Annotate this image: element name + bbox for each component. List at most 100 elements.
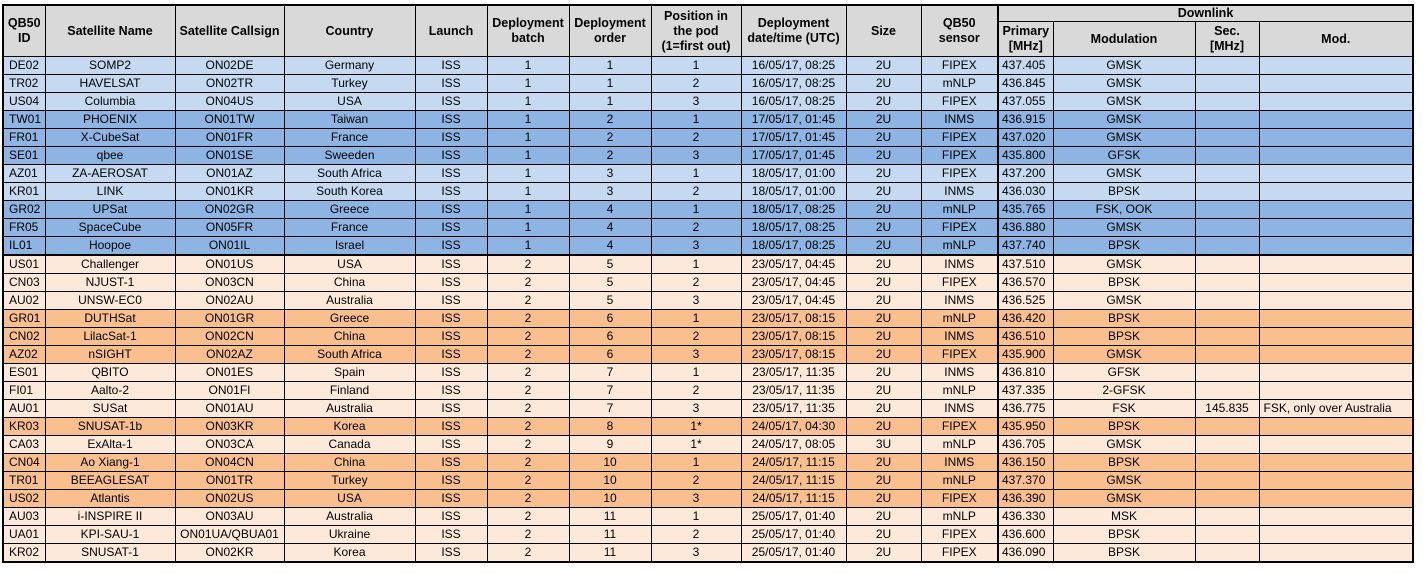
size-cell: 2U — [845, 236, 922, 256]
position-cell: 1 — [650, 309, 742, 328]
table-row: GR01 DUTHSat ON01GR Greece ISS 2 6 1 23/05/17, 0… — [2, 309, 1414, 328]
datetime-cell: 17/05/17, 01:45 — [740, 146, 847, 165]
secondary-modulation-cell — [1258, 471, 1414, 490]
secondary-modulation-cell — [1258, 435, 1414, 454]
header-satellite-callsign: Satellite Callsign — [174, 4, 285, 57]
batch-cell: 2 — [486, 471, 570, 490]
datetime-cell: 25/05/17, 01:40 — [740, 507, 847, 526]
secondary-frequency-cell — [1194, 381, 1260, 400]
secondary-frequency-cell — [1194, 453, 1260, 472]
launch-cell: ISS — [414, 56, 488, 75]
id-cell: IL01 — [2, 236, 46, 256]
secondary-modulation-cell — [1258, 345, 1414, 364]
id-cell: US04 — [2, 92, 46, 111]
satellite-name-cell: Ao Xiang-1 — [44, 453, 176, 472]
position-cell: 1 — [650, 164, 742, 183]
callsign-cell: ON04US — [174, 92, 285, 111]
datetime-cell: 23/05/17, 08:15 — [740, 345, 847, 364]
secondary-frequency-cell — [1194, 345, 1260, 364]
callsign-cell: ON01SE — [174, 146, 285, 165]
secondary-frequency-cell — [1194, 92, 1260, 111]
datetime-cell: 18/05/17, 08:25 — [740, 200, 847, 219]
size-cell: 2U — [845, 254, 922, 274]
satellite-name-cell: Atlantis — [44, 489, 176, 508]
sensor-cell: FIPEX — [920, 128, 999, 147]
id-cell: SE01 — [2, 146, 46, 165]
country-cell: USA — [283, 92, 416, 111]
size-cell: 2U — [845, 543, 922, 563]
country-cell: Australia — [283, 291, 416, 310]
datetime-cell: 16/05/17, 08:25 — [740, 56, 847, 75]
sensor-cell: FIPEX — [920, 417, 999, 436]
launch-cell: ISS — [414, 327, 488, 346]
batch-cell: 2 — [486, 489, 570, 508]
batch-cell: 2 — [486, 399, 570, 418]
size-cell: 2U — [845, 381, 922, 400]
size-cell: 2U — [845, 218, 922, 237]
satellite-name-cell: SpaceCube — [44, 218, 176, 237]
secondary-modulation-cell — [1258, 525, 1414, 544]
datetime-cell: 18/05/17, 01:00 — [740, 182, 847, 201]
secondary-modulation-cell — [1258, 254, 1414, 274]
primary-frequency-cell: 436.705 — [997, 435, 1054, 454]
order-cell: 6 — [568, 327, 652, 346]
launch-cell: ISS — [414, 543, 488, 563]
callsign-cell: ON04CN — [174, 453, 285, 472]
satellite-name-cell: Hoopoe — [44, 236, 176, 256]
primary-frequency-cell: 436.090 — [997, 543, 1054, 563]
size-cell: 2U — [845, 92, 922, 111]
datetime-cell: 16/05/17, 08:25 — [740, 92, 847, 111]
batch-cell: 2 — [486, 507, 570, 526]
launch-cell: ISS — [414, 507, 488, 526]
secondary-frequency-cell — [1194, 507, 1260, 526]
position-cell: 1 — [650, 200, 742, 219]
country-cell: China — [283, 273, 416, 292]
datetime-cell: 23/05/17, 04:45 — [740, 291, 847, 310]
country-cell: Taiwan — [283, 110, 416, 129]
id-cell: CA03 — [2, 435, 46, 454]
primary-frequency-cell: 437.020 — [997, 128, 1054, 147]
launch-cell: ISS — [414, 525, 488, 544]
country-cell: Finland — [283, 381, 416, 400]
callsign-cell: ON01FI — [174, 381, 285, 400]
id-cell: US01 — [2, 254, 46, 274]
id-cell: FI01 — [2, 381, 46, 400]
table-row: SE01 qbee ON01SE Sweeden ISS 1 2 3 17/05/17, 01:… — [2, 146, 1414, 165]
callsign-cell: ON02AZ — [174, 345, 285, 364]
modulation-cell: GMSK — [1052, 128, 1196, 147]
callsign-cell: ON01US — [174, 254, 285, 274]
batch-cell: 2 — [486, 543, 570, 563]
table-row: KR03 SNUSAT-1b ON03KR Korea ISS 2 8 1* 24/05/17,… — [2, 417, 1414, 436]
primary-frequency-cell: 436.915 — [997, 110, 1054, 129]
sensor-cell: FIPEX — [920, 273, 999, 292]
secondary-modulation-cell — [1258, 56, 1414, 75]
country-cell: South Korea — [283, 182, 416, 201]
table-row: TR02 HAVELSAT ON02TR Turkey ISS 1 1 2 16/05/17, … — [2, 74, 1414, 93]
sensor-cell: mNLP — [920, 236, 999, 256]
secondary-frequency-cell — [1194, 236, 1260, 256]
satellite-name-cell: DUTHSat — [44, 309, 176, 328]
id-cell: KR02 — [2, 543, 46, 563]
primary-frequency-cell: 437.510 — [997, 254, 1054, 274]
id-cell: FR01 — [2, 128, 46, 147]
header-modulation: Modulation — [1052, 21, 1196, 57]
modulation-cell: BPSK — [1052, 273, 1196, 292]
secondary-modulation-cell — [1258, 489, 1414, 508]
satellite-name-cell: i-INSPIRE II — [44, 507, 176, 526]
position-cell: 1 — [650, 254, 742, 274]
primary-frequency-cell: 436.150 — [997, 453, 1054, 472]
callsign-cell: ON01FR — [174, 128, 285, 147]
callsign-cell: ON02KR — [174, 543, 285, 563]
sensor-cell: FIPEX — [920, 489, 999, 508]
position-cell: 1 — [650, 110, 742, 129]
id-cell: ES01 — [2, 363, 46, 382]
header-secondary-modulation: Mod. — [1258, 21, 1414, 57]
launch-cell: ISS — [414, 381, 488, 400]
secondary-frequency-cell — [1194, 327, 1260, 346]
sensor-cell: INMS — [920, 110, 999, 129]
callsign-cell: ON01TR — [174, 471, 285, 490]
table-row: US02 Atlantis ON02US USA ISS 2 10 3 24/05/17, 11… — [2, 489, 1414, 508]
batch-cell: 1 — [486, 128, 570, 147]
position-cell: 3 — [650, 543, 742, 563]
modulation-cell: GMSK — [1052, 489, 1196, 508]
